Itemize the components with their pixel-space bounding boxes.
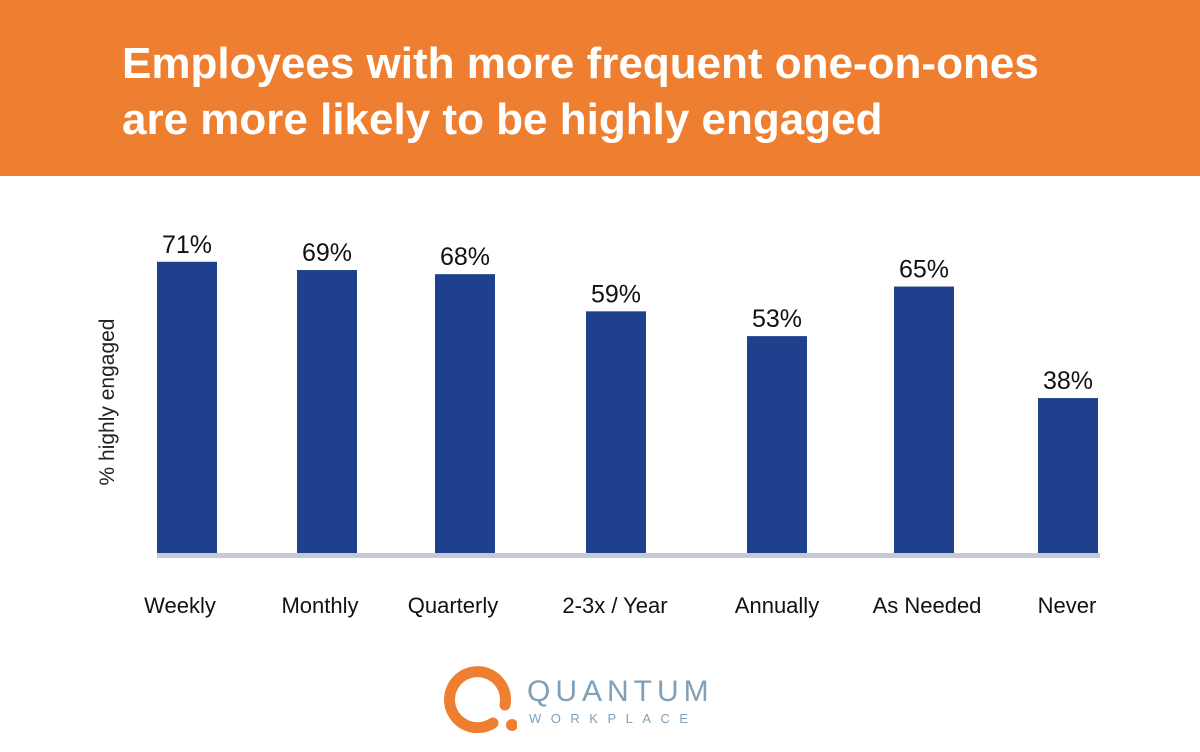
title-line-2: are more likely to be highly engaged [122,95,883,144]
logo-text-workplace: WORKPLACE [529,711,698,726]
bar-6 [1038,398,1098,555]
x-tick-label-3: 2-3x / Year [562,593,667,618]
bar-5 [894,286,954,555]
bar-2 [435,274,495,555]
x-axis-baseline [157,553,1100,558]
bar-1 [297,270,357,555]
x-tick-label-1: Monthly [281,593,358,618]
data-label-0: 71% [162,231,212,259]
data-label-4: 53% [752,305,802,333]
bar-0 [157,261,217,555]
x-tick-label-6: Never [1038,593,1097,618]
logo-text-quantum: QUANTUM [527,675,714,708]
x-tick-label-4: Annually [735,593,819,618]
logo-ring-icon [444,666,517,734]
y-axis-label: % highly engaged [96,318,119,486]
bar-4 [747,336,807,555]
title-banner: Employees with more frequent one-on-ones… [0,0,1200,176]
x-tick-label-2: Quarterly [408,593,498,618]
data-label-2: 68% [440,243,490,271]
data-label-3: 59% [591,280,641,308]
x-tick-label-0: Weekly [144,593,216,618]
bar-3 [586,311,646,555]
title-line-1: Employees with more frequent one-on-ones [122,39,1039,88]
data-label-5: 65% [899,256,949,284]
data-label-1: 69% [302,239,352,267]
chart-title: Employees with more frequent one-on-ones… [122,36,1162,148]
data-label-6: 38% [1043,367,1093,395]
x-tick-label-5: As Needed [873,593,982,618]
